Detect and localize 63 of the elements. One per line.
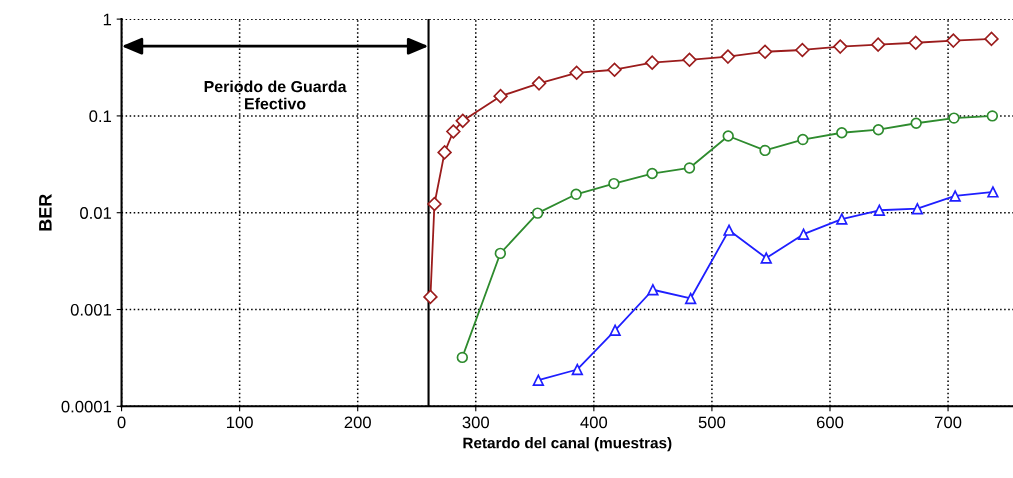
x-tick-label: 600	[816, 416, 844, 429]
point	[423, 289, 438, 305]
point	[647, 284, 659, 296]
point	[531, 207, 544, 219]
point	[986, 110, 999, 122]
point	[455, 113, 471, 129]
point	[836, 127, 848, 139]
point	[984, 31, 999, 47]
point	[531, 76, 547, 91]
point	[571, 363, 584, 376]
point	[757, 44, 773, 59]
point	[532, 374, 545, 386]
point	[607, 62, 622, 77]
point	[911, 203, 924, 215]
annotation: Periodo de Guarda Efectivo	[204, 80, 347, 110]
point	[833, 39, 848, 54]
point	[872, 124, 885, 136]
point	[644, 55, 660, 70]
point	[720, 49, 736, 64]
x-tick-label: 0	[117, 416, 126, 429]
point	[446, 124, 461, 139]
point	[797, 133, 809, 146]
x-tick-label: 700	[935, 416, 962, 429]
y-tick-label: 0.001	[70, 303, 112, 316]
point	[493, 88, 508, 104]
y-tick-label: 0.01	[80, 207, 112, 219]
x-tick-label: 300	[462, 416, 490, 429]
point	[946, 33, 961, 48]
point	[795, 42, 810, 58]
x-axis-title: Retardo del canal (muestras)	[463, 437, 672, 452]
point	[759, 144, 771, 157]
y-tick-label: 1	[103, 13, 112, 26]
point	[437, 145, 452, 160]
point	[646, 167, 658, 180]
point	[797, 228, 810, 240]
point	[987, 186, 999, 198]
point	[910, 117, 922, 129]
point	[873, 204, 886, 216]
point	[836, 213, 848, 225]
point	[569, 65, 584, 81]
point	[456, 351, 469, 364]
y-tick-label: 0.0001	[61, 400, 112, 413]
point	[723, 224, 735, 236]
x-tick-label: 100	[227, 416, 253, 429]
point	[608, 177, 620, 190]
point	[683, 162, 696, 174]
point	[494, 247, 507, 260]
point	[427, 196, 442, 212]
x-tick-label: 500	[698, 416, 726, 429]
point	[722, 130, 734, 142]
point	[870, 37, 886, 52]
point	[948, 112, 960, 124]
point	[949, 190, 961, 202]
x-tick-label: 200	[344, 416, 371, 429]
point	[684, 292, 697, 305]
point	[609, 324, 621, 336]
point	[682, 52, 697, 68]
point	[570, 188, 582, 200]
y-axis-title: BER	[39, 194, 52, 231]
x-tick-label: 400	[580, 416, 608, 429]
point	[908, 35, 923, 50]
point	[760, 252, 772, 264]
y-tick-label: 0.1	[89, 110, 112, 123]
